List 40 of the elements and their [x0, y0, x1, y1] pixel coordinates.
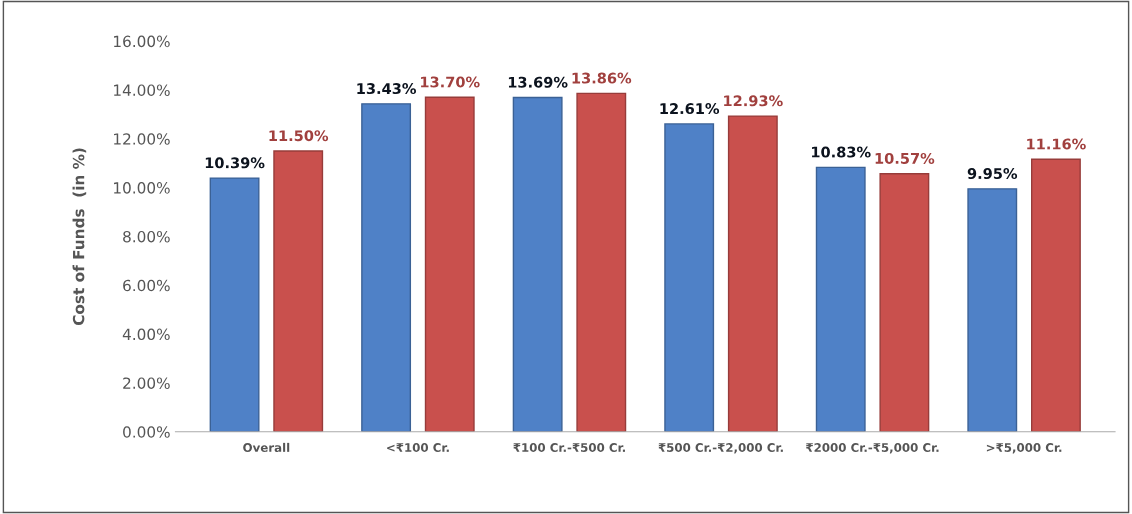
- data-label: 13.86%: [572, 72, 632, 84]
- x-tick-label: ₹500 Cr.-₹2,000 Cr.: [658, 443, 783, 454]
- bar: [727, 115, 778, 432]
- y-tick-label: 0.00%: [123, 426, 170, 438]
- y-axis-title: Cost of Funds (in %): [72, 148, 87, 326]
- bar: [273, 150, 324, 432]
- data-label: 9.95%: [967, 168, 1018, 180]
- data-label: 10.83%: [812, 146, 871, 158]
- y-tick-label: 6.00%: [123, 279, 170, 292]
- bar: [576, 92, 627, 432]
- x-tick-label: <₹100 Cr.: [387, 443, 449, 453]
- bar: [879, 172, 930, 432]
- y-tick-label: 4.00%: [122, 328, 170, 341]
- bar: [512, 96, 563, 432]
- x-tick-label: >₹5,000 Cr.: [986, 443, 1062, 454]
- bar: [361, 103, 412, 432]
- y-tick-label: 16.00%: [114, 35, 170, 48]
- data-label: 13.70%: [421, 76, 480, 88]
- data-label: 13.43%: [357, 83, 417, 95]
- bar: [1030, 158, 1081, 432]
- bar: [209, 177, 260, 432]
- y-tick-label: 14.00%: [114, 84, 170, 96]
- data-label: 10.57%: [875, 152, 935, 164]
- y-tick-label: 2.00%: [123, 377, 170, 389]
- data-label: 13.69%: [508, 76, 568, 88]
- y-tick-label: 8.00%: [123, 230, 170, 243]
- data-label: 12.93%: [724, 95, 783, 107]
- data-label: 12.61%: [660, 103, 720, 115]
- x-tick-label: ₹100 Cr.-₹500 Cr.: [513, 443, 625, 453]
- data-label: 11.50%: [269, 130, 329, 142]
- bar: [424, 96, 475, 432]
- bar: [815, 166, 866, 432]
- y-tick-label: 12.00%: [114, 133, 170, 145]
- x-tick-label: ₹2000 Cr.-₹5,000 Cr.: [805, 443, 939, 454]
- data-label: 10.39%: [205, 157, 265, 169]
- y-tick-label: 10.00%: [114, 182, 170, 194]
- bar: [664, 123, 715, 432]
- data-label: 11.16%: [1027, 138, 1086, 150]
- x-tick-label: Overall: [243, 442, 290, 453]
- bar: [967, 188, 1018, 432]
